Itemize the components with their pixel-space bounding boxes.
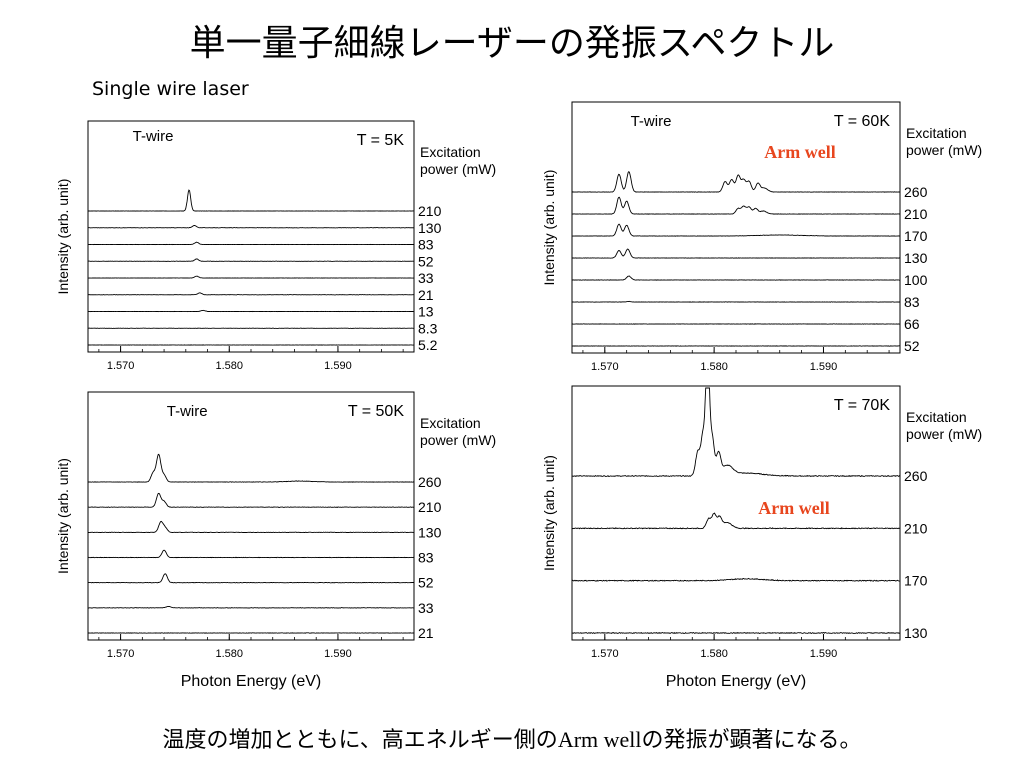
spectrum-trace-170 <box>571 577 900 582</box>
spectrum-trace-100 <box>572 275 901 281</box>
spectrum-trace-33 <box>88 606 414 609</box>
power-label-5.2: 5.2 <box>418 337 438 353</box>
x-tick-label-1: 1.580 <box>216 648 244 660</box>
power-label-33: 33 <box>418 600 434 616</box>
legend-title: Excitation power (mW) <box>420 144 496 177</box>
spectrum-trace-83 <box>87 549 415 559</box>
spectrum-trace-170 <box>571 223 901 237</box>
power-label-260: 260 <box>904 468 928 484</box>
y-axis-label: Intensity (arb. unit) <box>55 179 71 295</box>
power-label-52: 52 <box>418 253 434 269</box>
spectrum-trace-21 <box>87 292 415 296</box>
x-tick-label-0: 1.570 <box>107 648 135 660</box>
power-label-21: 21 <box>418 625 434 641</box>
footer-text-pre: 温度の増加とともに、高エネルギー側の <box>162 728 558 753</box>
footer-text-arm: Arm well <box>557 727 642 752</box>
spectrum-trace-260 <box>571 387 900 478</box>
spectrum-trace-83 <box>571 300 901 303</box>
x-tick-label-0: 1.570 <box>591 648 619 660</box>
spectrum-trace-210 <box>87 492 415 508</box>
footer-text-post: の発振が顕著になる。 <box>641 728 862 753</box>
spectrum-trace-52 <box>87 573 415 584</box>
x-tick-label-2: 1.590 <box>810 361 838 373</box>
plot-frame <box>571 385 901 641</box>
x-tick-label-1: 1.580 <box>700 361 728 373</box>
slide-title: 単一量子細線レーザーの発振スペクトル <box>189 23 835 64</box>
x-tick-label-2: 1.590 <box>810 648 838 660</box>
power-label-130: 130 <box>904 250 928 266</box>
power-label-21: 21 <box>418 287 434 303</box>
spectrum-trace-13 <box>87 309 415 313</box>
x-tick-label-0: 1.570 <box>591 361 619 373</box>
power-label-83: 83 <box>904 294 920 310</box>
spectrum-trace-210 <box>87 189 415 212</box>
temperature-label: T = 60K <box>834 113 891 130</box>
twire-label: T-wire <box>133 128 174 145</box>
spectrum-trace-52 <box>87 258 415 262</box>
power-label-8.3: 8.3 <box>418 320 438 336</box>
spectrum-trace-130 <box>87 225 415 229</box>
power-label-260: 260 <box>904 184 928 200</box>
legend-title: Excitation power (mW) <box>906 125 982 158</box>
power-label-66: 66 <box>904 316 920 332</box>
power-label-130: 130 <box>904 625 928 641</box>
legend-title: Excitation power (mW) <box>420 415 496 448</box>
power-label-170: 170 <box>904 228 928 244</box>
temperature-label: T = 50K <box>348 403 405 420</box>
x-tick-label-1: 1.580 <box>216 360 244 372</box>
y-axis-label: Intensity (arb. unit) <box>541 455 557 571</box>
power-label-210: 210 <box>904 520 928 536</box>
arm-well-label: Arm well <box>764 142 835 162</box>
power-label-210: 210 <box>418 203 442 219</box>
spectrum-trace-260 <box>571 171 901 193</box>
slide-subtitle: Single wire laser <box>92 78 249 100</box>
temperature-label: T = 70K <box>834 397 891 414</box>
spectrum-trace-33 <box>87 275 415 279</box>
arm-well-label: Arm well <box>758 498 829 518</box>
x-axis-label: Photon Energy (eV) <box>181 673 322 690</box>
spectrum-trace-130 <box>571 631 900 635</box>
x-tick-label-2: 1.590 <box>324 648 352 660</box>
power-label-130: 130 <box>418 524 442 540</box>
spectrum-trace-260 <box>87 453 415 483</box>
legend-title: Excitation power (mW) <box>906 409 982 442</box>
power-label-13: 13 <box>418 304 434 320</box>
twire-label: T-wire <box>631 113 672 130</box>
plot-frame <box>571 101 901 354</box>
power-label-210: 210 <box>904 206 928 222</box>
power-label-170: 170 <box>904 573 928 589</box>
x-axis-label: Photon Energy (eV) <box>666 673 807 690</box>
temperature-label: T = 5K <box>357 132 405 149</box>
plot-frame <box>87 120 415 353</box>
x-tick-label-2: 1.590 <box>324 360 352 372</box>
power-label-52: 52 <box>418 575 434 591</box>
power-label-130: 130 <box>418 220 442 236</box>
x-tick-label-0: 1.570 <box>107 360 135 372</box>
plot-frame <box>87 391 415 641</box>
spectrum-trace-130 <box>88 520 415 534</box>
twire-label: T-wire <box>167 403 208 420</box>
spectrum-trace-83 <box>87 241 415 246</box>
power-label-260: 260 <box>418 474 442 490</box>
spectrum-trace-210 <box>571 512 901 530</box>
power-label-83: 83 <box>418 237 434 253</box>
y-axis-label: Intensity (arb. unit) <box>541 170 557 286</box>
power-label-52: 52 <box>904 338 920 354</box>
spectrum-trace-130 <box>571 248 901 259</box>
power-label-100: 100 <box>904 272 928 288</box>
x-tick-label-1: 1.580 <box>700 648 728 660</box>
y-axis-label: Intensity (arb. unit) <box>55 458 71 574</box>
power-label-210: 210 <box>418 499 442 515</box>
power-label-33: 33 <box>418 270 434 286</box>
power-label-83: 83 <box>418 550 434 566</box>
spectrum-trace-210 <box>571 196 900 215</box>
slide-footer: 温度の増加とともに、高エネルギー側のArm wellの発振が顕著になる。 <box>0 722 1024 754</box>
